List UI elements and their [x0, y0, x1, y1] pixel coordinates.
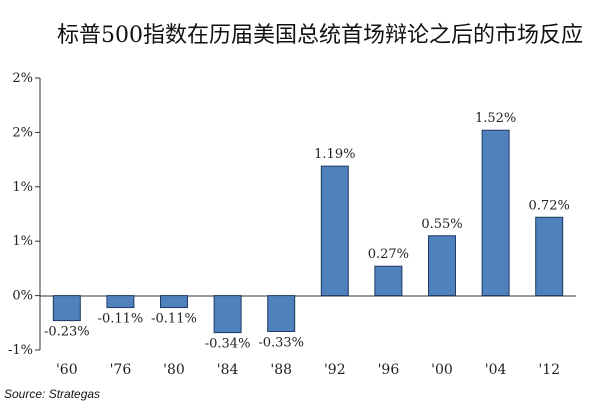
- y-tick-label: 0%: [12, 289, 33, 304]
- data-label: -0.34%: [205, 337, 251, 352]
- y-tick-label: -1%: [8, 343, 33, 358]
- y-tick-label: 1%: [12, 180, 33, 195]
- data-labels: -0.23% -0.11% -0.11% -0.34% -0.33% 1.19% 0.27%…: [44, 111, 570, 351]
- category-label: '92: [324, 362, 346, 378]
- y-tick-label: 2%: [12, 71, 33, 86]
- bar: [320, 165, 349, 297]
- category-label: '88: [270, 362, 292, 378]
- category-label: '00: [431, 362, 453, 378]
- data-label: -0.33%: [258, 336, 304, 351]
- bar: [535, 216, 564, 297]
- bar: [213, 295, 242, 334]
- category-label: '80: [163, 362, 185, 378]
- category-label: '84: [217, 362, 239, 378]
- y-tick-label: 2%: [12, 125, 33, 140]
- data-label: 1.19%: [314, 147, 355, 162]
- data-label: -0.11%: [151, 312, 197, 327]
- data-label: -0.23%: [44, 325, 90, 340]
- data-label: 1.52%: [475, 111, 516, 126]
- category-label: '96: [378, 362, 400, 378]
- category-label: '60: [56, 362, 78, 378]
- y-ticks: -1% 0% 1% 1% 2% 2%: [8, 71, 40, 358]
- bar: [160, 295, 188, 309]
- bar: [52, 295, 81, 322]
- data-label: -0.11%: [98, 312, 144, 327]
- category-label: '76: [110, 362, 132, 378]
- bar: [428, 235, 456, 297]
- data-label: 0.55%: [421, 217, 462, 232]
- category-label: '12: [538, 362, 560, 378]
- bar: [374, 265, 403, 297]
- y-tick-label: 1%: [12, 234, 33, 249]
- bar: [481, 129, 510, 297]
- source-note: Source: Strategas: [4, 387, 100, 401]
- data-label: 0.72%: [529, 198, 570, 213]
- chart-title: 标普500指数在历届美国总统首场辩论之后的市场反应: [57, 23, 583, 48]
- category-label: '04: [485, 362, 507, 378]
- bars: [52, 129, 564, 334]
- data-label: 0.27%: [368, 247, 409, 262]
- bar: [106, 295, 135, 309]
- bar: [267, 295, 296, 333]
- category-labels: '60 '76 '80 '84 '88 '92 '96 '00 '04 '12: [56, 362, 560, 378]
